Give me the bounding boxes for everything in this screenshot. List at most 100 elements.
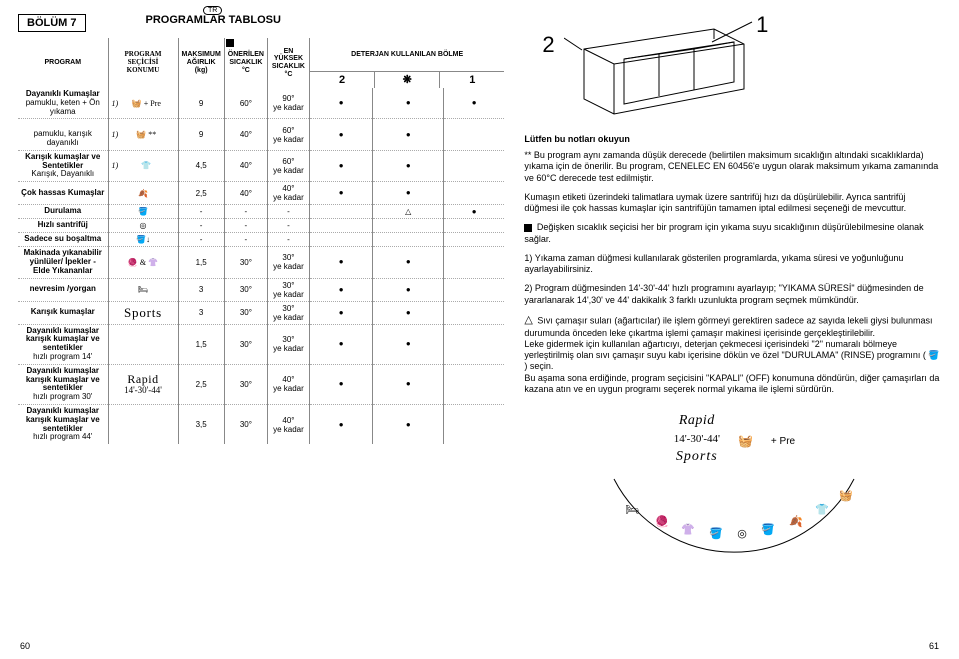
cell-max-temp: 30°ye kadar: [267, 324, 309, 364]
table-row: pamuklu, karışık dayanıklı1)🧺 **940°60°y…: [18, 119, 504, 150]
th-det-1: 1: [440, 72, 504, 88]
th-max-temp: EN YÜKSEK SICAKLIK °C: [267, 38, 309, 88]
cell-det-1: [444, 404, 505, 444]
cell-max-temp: 40°ye kadar: [267, 182, 309, 205]
table-row: nevresim /yorgan🛏330°30°ye kadar●●: [18, 278, 504, 301]
cell-weight: 3: [178, 278, 224, 301]
th-weight: MAKSIMUM AĞIRLIK (kg): [178, 38, 224, 88]
cell-program: Karışık kumaşlar ve SentetiklerKarışık, …: [18, 150, 108, 181]
cell-rec-temp: -: [224, 233, 267, 247]
cell-selector: 1)🧺 **: [108, 119, 178, 150]
cell-det-2: ●: [309, 247, 373, 278]
cell-det-2: ●: [309, 404, 373, 444]
cell-det-2: [309, 233, 373, 247]
cell-det-2: [309, 205, 373, 219]
cell-weight: 2,5: [178, 182, 224, 205]
cell-det-flower: ●: [373, 182, 444, 205]
svg-text:👚: 👚: [682, 523, 696, 536]
cell-selector: 🪣: [108, 205, 178, 219]
th-det-flower: ❋: [375, 72, 440, 88]
cell-max-temp: -: [267, 205, 309, 219]
triangle-icon: △: [524, 314, 532, 328]
cell-selector: ◎: [108, 219, 178, 233]
svg-text:🛏: 🛏: [625, 504, 639, 516]
cell-rec-temp: 30°: [224, 247, 267, 278]
cell-selector: 1)👕: [108, 150, 178, 181]
cell-det-flower: ●: [373, 364, 444, 404]
cell-selector: [108, 324, 178, 364]
table-row: Durulama🪣---△●: [18, 205, 504, 219]
page-number-left: 60: [20, 641, 30, 651]
detergent-dispenser-diagram: 1 2: [564, 14, 774, 124]
svg-text:🪣: 🪣: [710, 527, 724, 540]
cell-det-1: [444, 150, 505, 181]
dispenser-num-2: 2: [542, 32, 554, 58]
th-det-2: 2: [310, 72, 375, 88]
th-det-label: DETERJAN KULLANILAN BÖLME: [310, 38, 504, 72]
cell-det-flower: ●: [373, 119, 444, 150]
note-square: Değişken sıcaklık seçicisi her bir progr…: [524, 222, 941, 245]
cell-det-flower: ●: [373, 278, 444, 301]
cell-program: Hızlı santrifüj: [18, 219, 108, 233]
table-row: Çok hassas Kumaşlar🍂2,540°40°ye kadar●●: [18, 182, 504, 205]
cell-max-temp: -: [267, 233, 309, 247]
cell-rec-temp: 30°: [224, 404, 267, 444]
cell-max-temp: -: [267, 219, 309, 233]
cell-program: Dayanıklı kumaşlar karışık kumaşlar ve s…: [18, 404, 108, 444]
table-row: Makinada yıkanabilir yünlüler/ İpekler -…: [18, 247, 504, 278]
svg-text:🧶: 🧶: [656, 515, 670, 528]
cell-max-temp: 40°ye kadar: [267, 364, 309, 404]
cell-det-2: ●: [309, 301, 373, 324]
tr-badge: TR: [203, 6, 222, 15]
cell-det-flower: ●: [373, 150, 444, 181]
svg-text:🍂: 🍂: [790, 515, 804, 528]
cell-det-1: [444, 119, 505, 150]
note-triangle: △ Sıvı çamaşır suları (ağartıcılar) ile …: [524, 314, 941, 395]
section-label: BÖLÜM 7: [18, 14, 86, 32]
svg-text:🧺: 🧺: [840, 490, 854, 502]
note-2: 2) Program düğmesinden 14'-30'-44' hızlı…: [524, 283, 941, 306]
cell-selector: 🍂: [108, 182, 178, 205]
cell-weight: 2,5: [178, 364, 224, 404]
cell-program: Dayanıklı kumaşlar karışık kumaşlar ve s…: [18, 364, 108, 404]
cell-det-2: [309, 219, 373, 233]
cell-weight: -: [178, 219, 224, 233]
page-title: PROGRAMLAR TABLOSU: [146, 14, 281, 26]
cell-det-flower: ●: [373, 247, 444, 278]
cell-program: Sadece su boşaltma: [18, 233, 108, 247]
cell-selector: 1)🧺 + Pre: [108, 88, 178, 119]
cell-weight: 9: [178, 119, 224, 150]
cell-program: pamuklu, karışık dayanıklı: [18, 119, 108, 150]
cell-det-2: ●: [309, 88, 373, 119]
cell-program: Çok hassas Kumaşlar: [18, 182, 108, 205]
cell-max-temp: 90°ye kadar: [267, 88, 309, 119]
cell-det-flower: ●: [373, 404, 444, 444]
cell-det-flower: ●: [373, 301, 444, 324]
cell-det-2: ●: [309, 150, 373, 181]
table-row: Sadece su boşaltma🪣↓---: [18, 233, 504, 247]
header-row: BÖLÜM 7 PROGRAMLAR TABLOSU: [18, 14, 504, 32]
cell-det-2: ●: [309, 278, 373, 301]
th-rec-temp: ÖNERİLEN SICAKLIK °C: [224, 38, 267, 88]
table-row: Dayanıklı kumaşlar karışık kumaşlar ve s…: [18, 404, 504, 444]
dial-icon-group-1: 🧺: [738, 434, 753, 448]
cell-det-1: [444, 247, 505, 278]
cell-selector: Sports: [108, 301, 178, 324]
cell-selector: 🛏: [108, 278, 178, 301]
cell-rec-temp: 60°: [224, 88, 267, 119]
notes-title: Lütfen bu notları okuyun: [524, 134, 941, 144]
cell-det-1: ●: [444, 205, 505, 219]
dial-label-sports: Sports: [674, 449, 720, 465]
cell-det-1: [444, 324, 505, 364]
cell-det-1: [444, 182, 505, 205]
cell-max-temp: 40°ye kadar: [267, 404, 309, 444]
table-row: Karışık kumaşlar ve SentetiklerKarışık, …: [18, 150, 504, 181]
th-detergent: DETERJAN KULLANILAN BÖLME 2 ❋ 1: [309, 38, 504, 88]
table-row: Karışık kumaşlarSports330°30°ye kadar●●: [18, 301, 504, 324]
selector-dial-graphic: Rapid 14'-30'-44' Sports 🧺 + Pre 🛏 🧶 👚 🪣…: [604, 413, 864, 561]
page: BÖLÜM 7 PROGRAMLAR TABLOSU PROGRAM PROGR…: [0, 0, 959, 659]
cell-rec-temp: 40°: [224, 119, 267, 150]
cell-weight: 1,5: [178, 324, 224, 364]
note-1: 1) Yıkama zaman düğmesi kullanılarak gös…: [524, 253, 941, 276]
cell-weight: 9: [178, 88, 224, 119]
